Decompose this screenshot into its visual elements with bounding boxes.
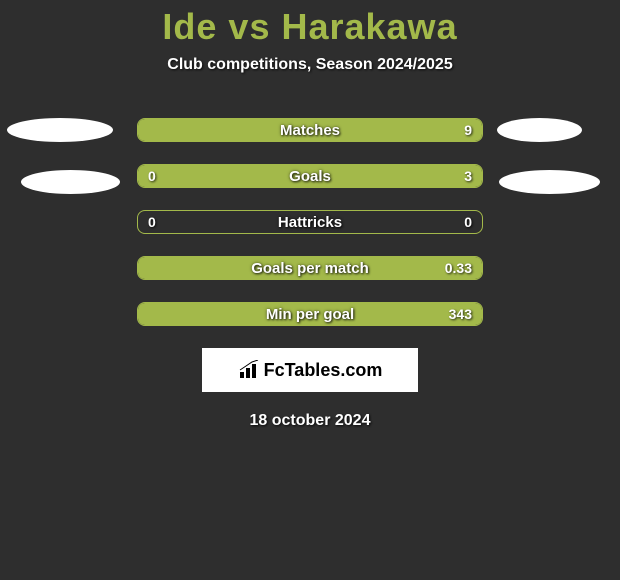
stat-value-right: 3 [464,165,472,187]
logo-box: FcTables.com [202,348,418,392]
stat-value-left: 0 [148,211,156,233]
stat-value-right: 0 [464,211,472,233]
page-subtitle: Club competitions, Season 2024/2025 [0,56,620,74]
stat-label: Matches [138,119,482,141]
comparison-chart: Matches 9 Goals 0 3 Hattricks 0 0 Goals … [0,118,620,326]
stat-bars: Matches 9 Goals 0 3 Hattricks 0 0 Goals … [137,118,483,326]
stat-label: Hattricks [138,211,482,233]
avatar-placeholder-left-mid [21,170,120,194]
stat-row-hattricks: Hattricks 0 0 [137,210,483,234]
stat-label: Min per goal [138,303,482,325]
stat-label: Goals [138,165,482,187]
stat-row-min-per-goal: Min per goal 343 [137,302,483,326]
stat-value-right: 343 [449,303,472,325]
stat-row-matches: Matches 9 [137,118,483,142]
logo: FcTables.com [238,360,383,381]
page-title: Ide vs Harakawa [0,0,620,48]
stat-label: Goals per match [138,257,482,279]
bar-chart-icon [238,360,262,380]
stat-value-right: 0.33 [445,257,472,279]
avatar-placeholder-left-top [7,118,113,142]
logo-text: FcTables.com [264,360,383,381]
stat-value-right: 9 [464,119,472,141]
stat-row-goals-per-match: Goals per match 0.33 [137,256,483,280]
stat-row-goals: Goals 0 3 [137,164,483,188]
date-text: 18 october 2024 [0,412,620,430]
stat-value-left: 0 [148,165,156,187]
avatar-placeholder-right-top [497,118,582,142]
avatar-placeholder-right-mid [499,170,600,194]
